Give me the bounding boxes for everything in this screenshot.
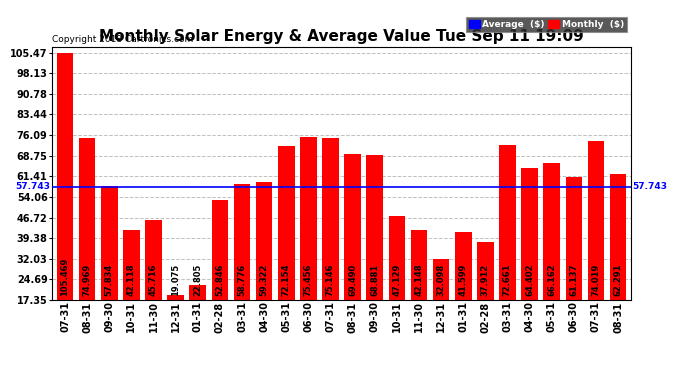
Bar <box>145 220 162 300</box>
Legend: Average  ($), Monthly  ($): Average ($), Monthly ($) <box>466 17 627 32</box>
Text: 105.469: 105.469 <box>61 258 70 296</box>
Text: 57.834: 57.834 <box>105 264 114 296</box>
Bar <box>366 155 383 300</box>
Text: 69.490: 69.490 <box>348 264 357 296</box>
Text: 66.162: 66.162 <box>547 263 556 296</box>
Text: 64.402: 64.402 <box>525 263 534 296</box>
Bar <box>234 184 250 300</box>
Bar <box>455 232 471 300</box>
Text: 72.661: 72.661 <box>503 263 512 296</box>
Bar <box>388 216 405 300</box>
Bar <box>322 138 339 300</box>
Text: 72.154: 72.154 <box>282 263 290 296</box>
Bar <box>79 138 95 300</box>
Text: Copyright 2018 Cartronics.com: Copyright 2018 Cartronics.com <box>52 35 193 44</box>
Text: 32.098: 32.098 <box>437 264 446 296</box>
Text: 74.019: 74.019 <box>591 264 600 296</box>
Title: Monthly Solar Energy & Average Value Tue Sep 11 19:09: Monthly Solar Energy & Average Value Tue… <box>99 29 584 44</box>
Bar <box>300 137 317 300</box>
Bar <box>278 146 295 300</box>
Text: 62.291: 62.291 <box>613 263 622 296</box>
Text: 22.805: 22.805 <box>193 263 202 296</box>
Bar <box>610 174 627 300</box>
Bar <box>212 200 228 300</box>
Text: 75.146: 75.146 <box>326 263 335 296</box>
Text: 37.912: 37.912 <box>481 264 490 296</box>
Bar <box>190 285 206 300</box>
Text: 57.743: 57.743 <box>633 182 667 191</box>
Bar <box>57 53 73 300</box>
Text: 74.969: 74.969 <box>83 264 92 296</box>
Bar <box>101 186 117 300</box>
Text: 47.129: 47.129 <box>393 263 402 296</box>
Text: 42.148: 42.148 <box>415 263 424 296</box>
Bar <box>588 141 604 300</box>
Bar <box>123 231 139 300</box>
Text: 41.599: 41.599 <box>459 263 468 296</box>
Bar <box>521 168 538 300</box>
Bar <box>168 295 184 300</box>
Text: 57.743: 57.743 <box>16 182 50 191</box>
Text: 42.118: 42.118 <box>127 263 136 296</box>
Bar <box>256 182 273 300</box>
Text: 59.322: 59.322 <box>259 263 268 296</box>
Text: 68.881: 68.881 <box>371 264 380 296</box>
Bar <box>477 242 493 300</box>
Bar <box>433 259 449 300</box>
Text: 75.456: 75.456 <box>304 263 313 296</box>
Text: 61.137: 61.137 <box>569 263 578 296</box>
Text: 45.716: 45.716 <box>149 263 158 296</box>
Bar <box>544 163 560 300</box>
Text: 52.846: 52.846 <box>215 263 224 296</box>
Bar <box>344 154 361 300</box>
Text: 58.776: 58.776 <box>237 264 246 296</box>
Text: 19.075: 19.075 <box>171 264 180 296</box>
Bar <box>411 230 427 300</box>
Bar <box>499 145 515 300</box>
Bar <box>566 177 582 300</box>
